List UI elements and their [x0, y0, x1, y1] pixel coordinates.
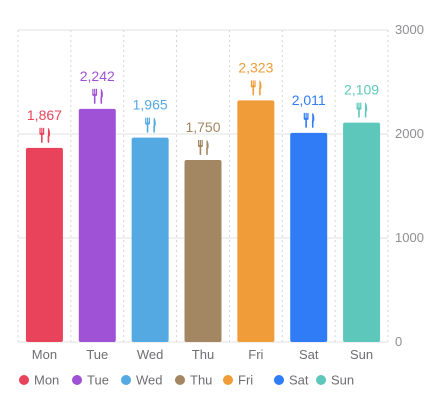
legend-entry: Mon: [34, 373, 59, 388]
x-tick-label: Tue: [86, 347, 108, 362]
bar-mon: [25, 147, 63, 342]
value-labels-layer: 1,867 2,242 1,965 1,750 2,323 2,011 2,109: [27, 59, 379, 155]
y-tick-label: 0: [395, 334, 402, 349]
legend-swatch: [19, 375, 29, 385]
legend-entry: Wed: [136, 373, 163, 388]
legend-entry: Sat: [289, 373, 309, 388]
bars-layer: [25, 100, 381, 343]
bar-sun: [343, 122, 381, 342]
x-tick-label: Sun: [350, 347, 373, 362]
fork-knife-icon: [198, 140, 209, 155]
data-label: 2,323: [238, 59, 273, 75]
legend-swatch: [316, 375, 326, 385]
data-label: 1,965: [133, 97, 168, 113]
y-tick-label: 2000: [395, 126, 424, 141]
legend-swatch: [175, 375, 185, 385]
fork-knife-icon: [356, 102, 368, 118]
fork-knife-icon: [303, 112, 315, 128]
x-tick-label: Thu: [192, 347, 214, 362]
legend: Mon Tue Wed Thu Fri Sat Sun: [19, 373, 354, 388]
legend-swatch: [223, 375, 233, 385]
fork-knife-icon: [39, 127, 51, 143]
axis-layer: 0 1000 2000 3000 Mon Tue Wed Thu Fri Sat Sun: [32, 22, 424, 362]
bar-wed: [131, 137, 169, 342]
legend-entry: Sun: [331, 373, 354, 388]
y-tick-label: 3000: [395, 22, 424, 37]
legend-entry: Thu: [190, 373, 212, 388]
fork-knife-icon: [92, 88, 103, 104]
legend-swatch: [121, 375, 131, 385]
x-tick-label: Sat: [299, 347, 319, 362]
bar-sat: [290, 132, 328, 342]
data-label: 2,109: [344, 82, 379, 98]
bar-fri: [237, 100, 275, 343]
fork-knife-icon: [145, 117, 156, 133]
x-tick-label: Mon: [32, 347, 57, 362]
data-label: 1,867: [27, 107, 62, 123]
fork-knife-icon: [250, 80, 262, 96]
bar-thu: [184, 160, 222, 342]
data-label: 1,750: [185, 119, 220, 135]
data-label: 2,242: [80, 68, 115, 84]
legend-entry: Tue: [87, 373, 109, 388]
x-tick-label: Fri: [248, 347, 263, 362]
legend-swatch: [72, 375, 82, 385]
y-tick-label: 1000: [395, 230, 424, 245]
data-label: 2,011: [292, 92, 326, 108]
x-tick-label: Wed: [137, 347, 164, 362]
legend-entry: Fri: [238, 373, 253, 388]
legend-swatch: [274, 375, 284, 385]
bar-tue: [78, 108, 116, 342]
